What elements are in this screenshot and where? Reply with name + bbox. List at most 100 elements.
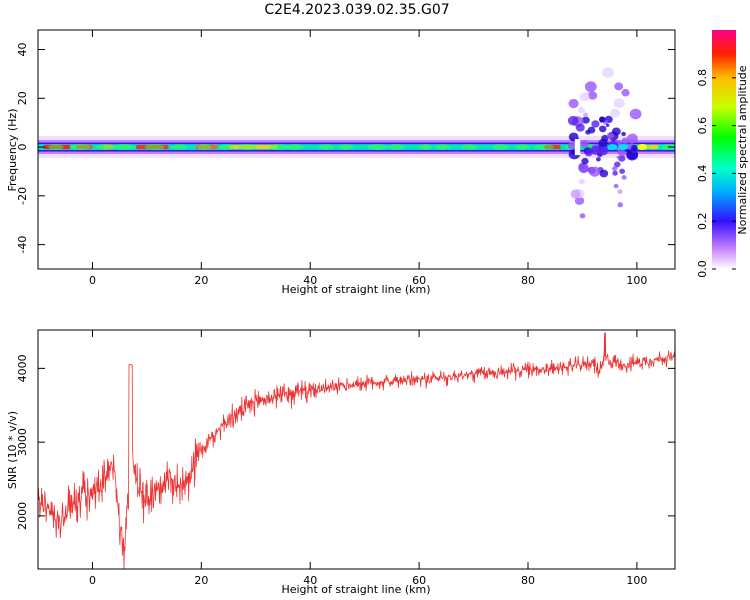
spectrogram-scatter-blob: [626, 133, 638, 144]
spectrogram-scatter-blob: [611, 127, 621, 136]
spectrogram-band: [38, 145, 675, 150]
spectrogram-blob: [660, 144, 675, 151]
spectrogram-scatter-blob: [602, 67, 614, 78]
spectrogram-scatter-blob: [584, 81, 597, 93]
spectrogram-gap: [574, 139, 581, 156]
spectrogram-scatter-blob: [578, 163, 589, 173]
spectrogram-scatter-blob: [581, 116, 590, 124]
snr-xtick-label: 60: [412, 574, 426, 587]
spectrogram-scatter-blob: [567, 142, 577, 150]
spectrogram-heatmap: [38, 67, 675, 219]
spectrogram-scatter-blob: [621, 88, 630, 97]
spectrogram-scatter-blob: [617, 202, 624, 208]
spectrogram-frame: [37, 29, 676, 270]
spectrogram-blob: [533, 144, 555, 151]
spectrogram-hot-blob: [607, 144, 618, 151]
colorbar-label: Normalized spectral amplitude: [736, 65, 749, 234]
spectrogram-ytick-label: -40: [16, 236, 29, 254]
spectrogram-scatter-blob: [599, 147, 608, 156]
spectrogram-blob: [69, 144, 92, 151]
spectrogram-blob: [48, 144, 64, 151]
spectrogram-scatter-blob: [578, 178, 586, 185]
spectrogram-ytick-label: 20: [16, 91, 29, 105]
spectrogram-blob: [460, 144, 479, 151]
spectrogram-hot-blob: [618, 144, 629, 151]
spectrogram-scatter-blob: [616, 155, 621, 159]
snr-ytick-label: 3000: [16, 428, 29, 456]
snr-xtick-label: 40: [303, 574, 317, 587]
spectrogram-blob: [171, 144, 188, 151]
snr-xtick-label: 80: [521, 574, 535, 587]
spectrogram-scatter-blob: [571, 150, 576, 156]
spectrogram-scatter-blob: [596, 157, 601, 162]
spectrogram-blob: [338, 144, 354, 151]
spectrogram-xtick-label: 60: [412, 274, 426, 287]
spectrogram-scatter-blob: [611, 137, 616, 142]
spectrogram-scatter-blob: [579, 213, 586, 219]
spectrogram-blob: [219, 144, 234, 151]
spectrogram-ylabel: Frequency (Hz): [6, 109, 19, 192]
spectrogram-scatter-blob: [605, 123, 610, 127]
spectrogram-scatter-blob: [568, 98, 579, 109]
spectrogram-blob: [367, 144, 388, 151]
spectrogram-scatter-blob: [619, 168, 626, 174]
snr-ytick-label: 4000: [16, 354, 29, 382]
spectrogram-scatter-blob: [574, 196, 585, 206]
spectrogram-scatter-blob: [617, 189, 623, 194]
spectrogram-scatter-blob: [612, 170, 618, 176]
spectrogram-xtick-label: 20: [194, 274, 208, 287]
colorbar-tick-label: 0.8: [696, 69, 709, 87]
spectrogram-scatter-blob: [581, 157, 589, 165]
spectrogram-blob: [388, 144, 405, 151]
colorbar: 0.0 0.2 0.4 0.6 0.8 Normalized spectral ampl…: [696, 30, 749, 278]
spectrogram-scatter-blob: [614, 82, 624, 91]
spectrogram-scatter-blob: [621, 131, 626, 137]
spectrogram-blob: [237, 144, 258, 151]
colorbar-tick-label: 0.6: [696, 117, 709, 135]
spectrogram-scatter-blob: [578, 107, 586, 114]
snr-xtick-label: 20: [194, 574, 208, 587]
spectrogram-ytick-label: 0: [16, 144, 29, 151]
spectrogram-scatter-blob: [612, 166, 618, 172]
spectrogram-ytick-label: 40: [16, 43, 29, 57]
snr-xlabel: Height of straight line (km): [281, 583, 430, 596]
colorbar-tick-label: 0.2: [696, 212, 709, 230]
snr-frame: [37, 329, 676, 570]
colorbar-gradient: [712, 30, 736, 269]
spectrogram-scatter-blob: [587, 126, 596, 134]
spectrogram-scatter-blob: [580, 140, 589, 148]
spectrogram-scatter-blob: [631, 144, 638, 152]
spectrogram-blob: [144, 144, 165, 151]
spectrogram-xtick-label: 100: [626, 274, 647, 287]
spectrogram-ytick-label: -20: [16, 187, 29, 205]
spectrogram-scatter-blob: [629, 108, 642, 120]
spectrogram-scatter-blob: [613, 161, 621, 168]
spectrogram-blob: [435, 144, 451, 151]
spectrogram-scatter-blob: [570, 189, 581, 199]
spectrogram-blob: [268, 144, 290, 151]
spectrogram-hot-blob: [637, 144, 648, 151]
spectrogram-scatter-blob: [610, 108, 621, 118]
spectrogram-blob: [418, 144, 433, 151]
snr-ylabel: SNR (10 * v/v): [6, 411, 19, 489]
colorbar-tick-label: 0.0: [696, 260, 709, 278]
colorbar-tick-label: 0.4: [696, 165, 709, 183]
spectrogram-scatter-blob: [583, 112, 589, 118]
spectrogram-scatter-blob: [606, 132, 615, 139]
spectrogram-scatter-blob: [591, 120, 600, 128]
spectrogram-blob: [95, 144, 115, 151]
spectrogram-blob: [113, 144, 135, 151]
spectrogram-blob: [286, 144, 304, 151]
spectrogram-scatter-blob: [613, 98, 625, 109]
spectrogram-scatter-blob: [599, 119, 604, 123]
spectrogram-scatter-blob: [621, 137, 629, 145]
spectrogram-blob: [318, 144, 335, 151]
spectrogram-scatter-blob: [598, 125, 607, 133]
figure-title: C2E4.2023.039.02.35.G07: [264, 2, 449, 18]
spectrogram-xtick-label: 40: [303, 274, 317, 287]
spectrogram-scatter-blob: [589, 166, 601, 177]
snr-xtick-label: 100: [626, 574, 647, 587]
spectrogram-blob: [197, 144, 212, 151]
snr-ytick-label: 2000: [16, 502, 29, 530]
